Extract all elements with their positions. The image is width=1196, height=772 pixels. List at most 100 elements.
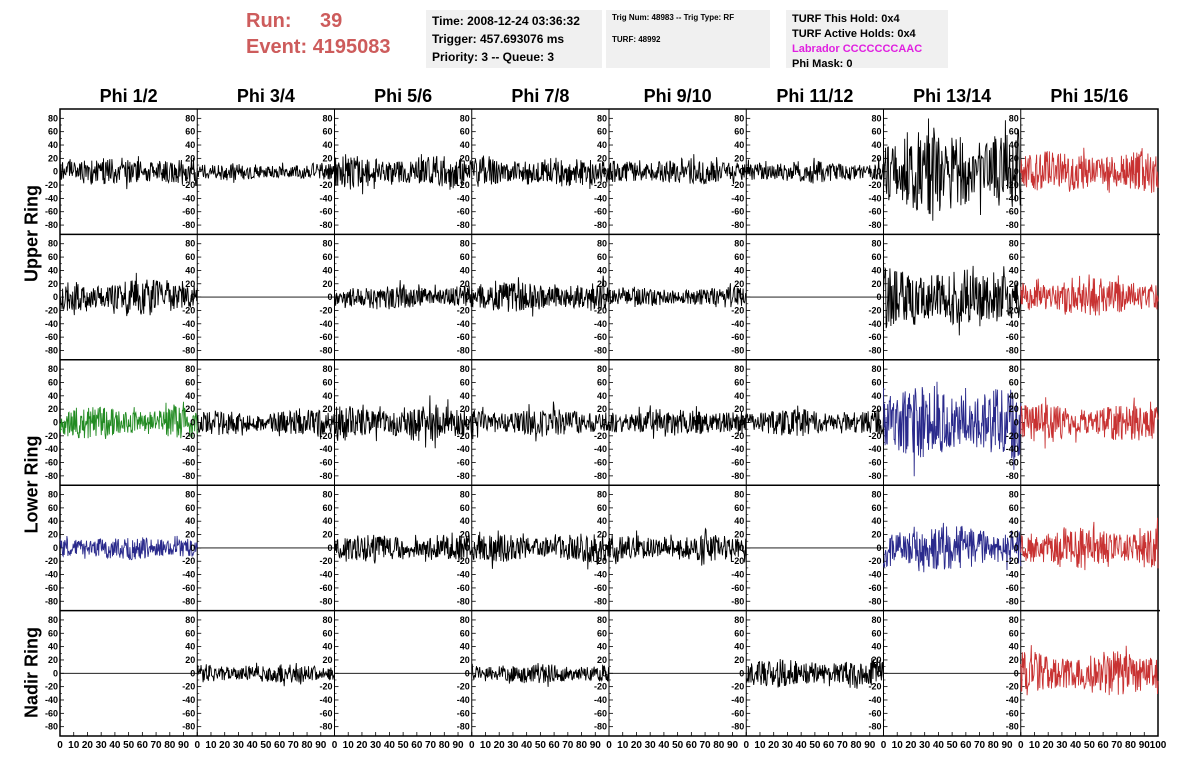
y-tick-label: 60: [734, 377, 744, 387]
y-tick-label: -60: [457, 583, 470, 593]
run-event-box: Run: 39 Event: 4195083: [246, 8, 416, 68]
y-tick-label: -40: [45, 193, 58, 203]
y-tick-label: -20: [731, 556, 744, 566]
y-tick-label: -60: [45, 207, 58, 217]
y-tick-label: 40: [48, 391, 58, 401]
y-tick-label: 40: [597, 391, 607, 401]
panel-r4-c7: -80 -60 -40 -20 0 20 40 60 80: [868, 490, 1022, 606]
y-tick-label: -80: [182, 345, 195, 355]
y-tick-label: 60: [322, 127, 332, 137]
y-tick-label: 60: [48, 127, 58, 137]
y-tick-label: -60: [594, 332, 607, 342]
y-tick-label: 20: [597, 655, 607, 665]
y-tick-label: -80: [182, 596, 195, 606]
panel-r2-c8: -80 -60 -40 -20 0 20 40 60 80: [1006, 239, 1159, 355]
y-tick-label: 60: [734, 252, 744, 262]
y-tick-label: 60: [460, 252, 470, 262]
x-tick-label: 80: [988, 740, 1000, 751]
x-tick-label: 0: [743, 740, 749, 751]
y-tick-label: 20: [1009, 655, 1019, 665]
turf-active-holds-text: TURF Active Holds: 0x4: [792, 28, 916, 40]
time-text: Time: 2008-12-24 03:36:32: [432, 14, 580, 28]
waveform-trace: [59, 401, 198, 439]
y-tick-label: -40: [182, 570, 195, 580]
y-tick-label: -80: [1006, 722, 1019, 732]
y-tick-label: -20: [182, 556, 195, 566]
panel-r2-c5: -80 -60 -40 -20 0 20 40 60 80: [594, 239, 747, 355]
y-tick-label: 0: [876, 167, 881, 177]
y-tick-label: 40: [322, 642, 332, 652]
x-tick-label: 90: [178, 740, 190, 751]
y-tick-label: 80: [460, 490, 470, 500]
y-tick-label: -40: [731, 193, 744, 203]
x-tick-label: 0: [606, 740, 612, 751]
x-tick-label: 90: [315, 740, 327, 751]
y-tick-label: 80: [460, 239, 470, 249]
y-tick-label: -20: [1006, 682, 1019, 692]
y-tick-label: 80: [734, 490, 744, 500]
waveform-trace: [745, 657, 884, 689]
y-tick-label: 20: [322, 655, 332, 665]
y-tick-label: -40: [182, 444, 195, 454]
y-tick-label: 60: [185, 127, 195, 137]
panel-r3-c3: -80 -60 -40 -20 0 20 40 60 80: [319, 364, 473, 481]
y-tick-label: 40: [460, 516, 470, 526]
y-tick-label: -80: [1006, 596, 1019, 606]
y-tick-label: -20: [868, 556, 881, 566]
x-tick-label: 50: [535, 740, 547, 751]
y-tick-label: -20: [1006, 556, 1019, 566]
y-tick-label: 0: [465, 668, 470, 678]
y-tick-label: -60: [1006, 458, 1019, 468]
y-tick-label: 20: [185, 279, 195, 289]
y-tick-label: -40: [457, 193, 470, 203]
y-tick-label: 0: [602, 418, 607, 428]
y-tick-label: -60: [594, 583, 607, 593]
x-tick-label: 90: [452, 740, 464, 751]
y-tick-label: 20: [871, 404, 881, 414]
y-tick-label: -60: [45, 332, 58, 342]
event-value: 4195083: [312, 36, 391, 58]
y-tick-label: -80: [319, 345, 332, 355]
x-tick-label: 40: [109, 740, 121, 751]
y-tick-label: 20: [48, 404, 58, 414]
x-tick-label: 20: [905, 740, 917, 751]
y-tick-label: -60: [319, 207, 332, 217]
y-tick-label: -80: [594, 345, 607, 355]
y-tick-label: 20: [185, 404, 195, 414]
y-tick-label: -20: [457, 305, 470, 315]
y-tick-label: 20: [460, 655, 470, 665]
y-tick-label: -80: [731, 220, 744, 230]
phi-header-6: Phi 11/12: [776, 86, 854, 106]
y-tick-label: 0: [876, 292, 881, 302]
x-tick-label: 90: [864, 740, 876, 751]
y-tick-label: -80: [868, 220, 881, 230]
y-tick-label: -40: [45, 319, 58, 329]
y-tick-label: 0: [1014, 292, 1019, 302]
waveform-trace: [883, 265, 1022, 336]
panel-r3-c4: -80 -60 -40 -20 0 20 40 60 80: [457, 364, 610, 481]
y-tick-label: -80: [45, 220, 58, 230]
y-tick-label: 80: [185, 615, 195, 625]
y-tick-label: 60: [48, 628, 58, 638]
y-tick-label: 60: [1009, 252, 1019, 262]
y-tick-label: -20: [45, 305, 58, 315]
x-tick-label: 80: [164, 740, 176, 751]
y-tick-label: 0: [190, 292, 195, 302]
y-tick-label: 60: [871, 503, 881, 513]
y-tick-label: -40: [319, 319, 332, 329]
y-tick-label: 0: [602, 543, 607, 553]
y-tick-label: -80: [868, 345, 881, 355]
waveform-trace: [608, 405, 747, 439]
y-tick-label: 60: [597, 127, 607, 137]
waveform-trace: [196, 408, 335, 440]
x-tick-label: 10: [892, 740, 904, 751]
y-tick-label: 60: [734, 628, 744, 638]
panel-r4-c5: -80 -60 -40 -20 0 20 40 60 80: [594, 490, 747, 606]
y-tick-label: 20: [48, 153, 58, 163]
panel-r4-c4: -80 -60 -40 -20 0 20 40 60 80: [457, 490, 610, 606]
y-tick-label: -60: [868, 583, 881, 593]
x-tick-label: 40: [933, 740, 945, 751]
y-tick-label: -60: [319, 458, 332, 468]
panel-r4-c1: -80 -60 -40 -20 0 20 40 60 80: [45, 490, 198, 606]
y-tick-label: -40: [731, 695, 744, 705]
